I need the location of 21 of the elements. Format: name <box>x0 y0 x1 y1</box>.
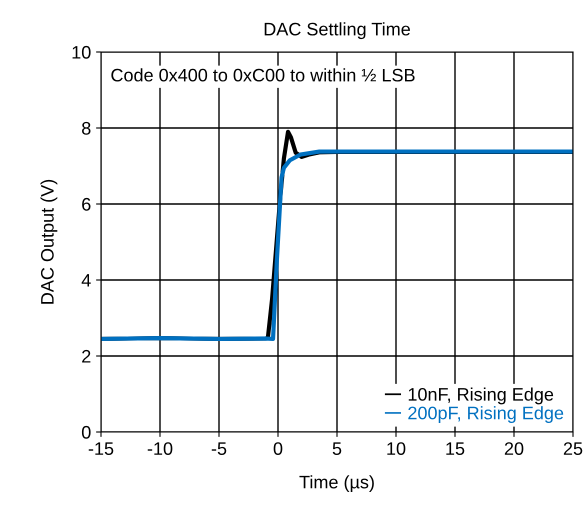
y-tick-label: 0 <box>82 426 91 439</box>
y-tick-label: 4 <box>82 274 91 287</box>
y-tick-label: 10 <box>72 46 91 59</box>
chart-title: DAC Settling Time <box>264 22 410 40</box>
x-tick-label: 5 <box>332 442 342 455</box>
y-axis-title: DAC Output (V) <box>40 180 58 304</box>
x-axis-title: Time (µs) <box>299 475 374 492</box>
x-tick-label: 15 <box>446 442 464 455</box>
x-tick-label: 10 <box>387 442 406 455</box>
legend-label: 10nF, Rising Edge <box>408 388 554 404</box>
x-tick-label: -5 <box>212 442 226 455</box>
y-tick-label: 8 <box>82 122 90 135</box>
y-tick-label: 2 <box>82 350 90 363</box>
x-tick-label: 25 <box>564 442 582 455</box>
annotation: Code 0x400 to 0xC00 to within ½ LSB <box>111 68 415 82</box>
x-tick-label: -15 <box>88 442 114 455</box>
x-tick-label: 20 <box>504 442 524 455</box>
y-tick-label: 6 <box>82 198 90 211</box>
legend-label: 200pF, Rising Edge <box>408 406 564 423</box>
x-tick-label: -10 <box>148 442 172 455</box>
x-tick-label: 0 <box>274 442 282 455</box>
